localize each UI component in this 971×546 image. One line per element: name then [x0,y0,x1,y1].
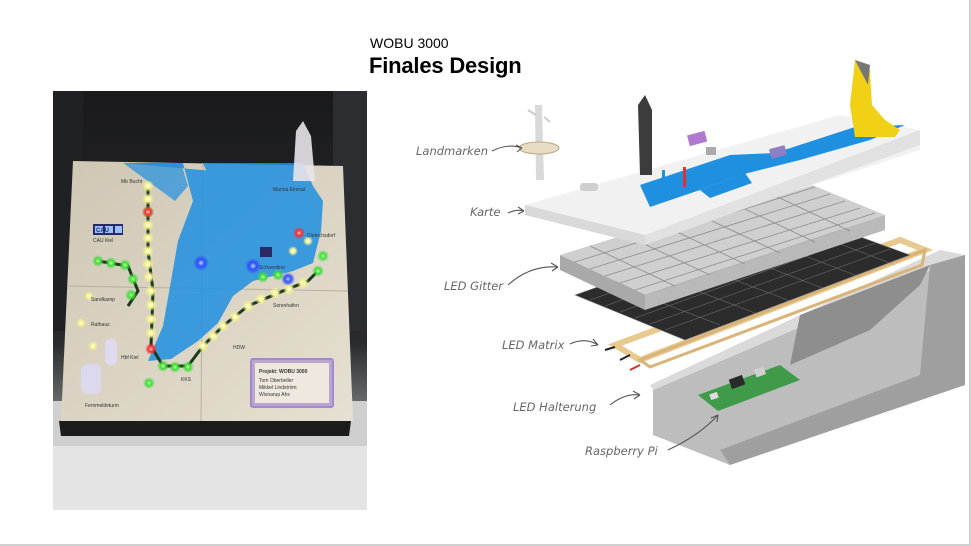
label-kiel-logo: CAU [96,228,109,234]
label-hdw: HDW [233,345,245,351]
label-kks: KKS [181,377,192,383]
label-sandkamp: Sandkamp [91,297,115,303]
karte-layer [525,115,920,245]
landmarken-group [518,60,900,191]
label-rathaus: Rathaus [91,322,110,328]
raspberry-pi-board [698,365,800,411]
case-layer [650,250,965,465]
plaque-title: Projekt: WOBU 3000 [259,369,308,375]
label-led-halterung: LED Halterung [513,400,596,414]
label-karte: Karte [470,205,501,219]
label-led-gitter: LED Gitter [444,279,504,293]
marina-landmark [293,121,315,181]
plaque-line-1: Tom Oberbeller [259,378,294,384]
label-dietrichsdorf: Dietrichsdorf [307,233,336,239]
label-raspberry-pi: Raspberry Pi [585,444,659,458]
exploded-view-diagram: Landmarken Karte LED Gitter LED Matrix L… [416,60,965,465]
model-photo: Mb Bucht Marina Einmal CAU Kiel CAU Sand… [53,91,367,510]
label-cau-kiel: CAU Kiel [93,238,113,244]
label-mb-bucht: Mb Bucht [121,179,143,185]
label-marina: Marina Einmal [273,187,305,193]
label-hbf-kiel: Hbf Kiel [121,355,139,361]
slide-subtitle: WOBU 3000 [370,35,449,51]
label-landmarken: Landmarken [416,144,488,158]
label-fernmeldeturm: Fernmeldeturm [85,403,119,409]
led-dots [76,180,329,389]
slide-title: Finales Design [369,53,522,78]
plaque-line-3: Wisnarup Ahs [259,392,290,398]
label-led-matrix: LED Matrix [502,338,565,352]
layer-labels: Landmarken Karte LED Gitter LED Matrix L… [416,144,659,458]
plaque-line-2: Mikkel Lindström [259,385,297,391]
label-schwentine: Schwentine [259,265,285,271]
led-gitter-layer [560,180,885,310]
label-arrows [491,144,719,451]
fernmeldeturm-landmark [81,364,101,394]
label-sorenhafen: Sorenhafen [273,303,299,309]
